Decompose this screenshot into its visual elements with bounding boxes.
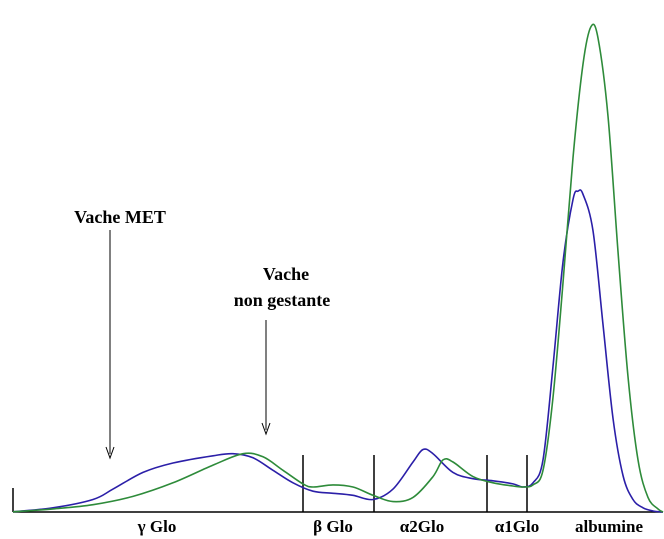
arrow-vache-met-head [105, 446, 115, 460]
fraction-label-alpha2: α2Glo [400, 517, 444, 536]
arrow-non-gestante-head [261, 422, 271, 436]
fraction-label-beta: β Glo [313, 517, 353, 536]
fraction-label-alpha1: α1Glo [495, 517, 539, 536]
annotation-arrows [105, 230, 271, 460]
series-layer [12, 23, 664, 513]
annotation-vache-met: Vache MET [74, 207, 166, 227]
annotation-vache: Vache [263, 264, 309, 284]
fraction-label-gamma: γ Glo [137, 517, 177, 536]
fraction-label-albumine: albumine [575, 517, 643, 536]
series-line-1 [12, 189, 664, 513]
series-line-2 [12, 23, 664, 513]
annotation-non-gestante: non gestante [234, 290, 331, 310]
